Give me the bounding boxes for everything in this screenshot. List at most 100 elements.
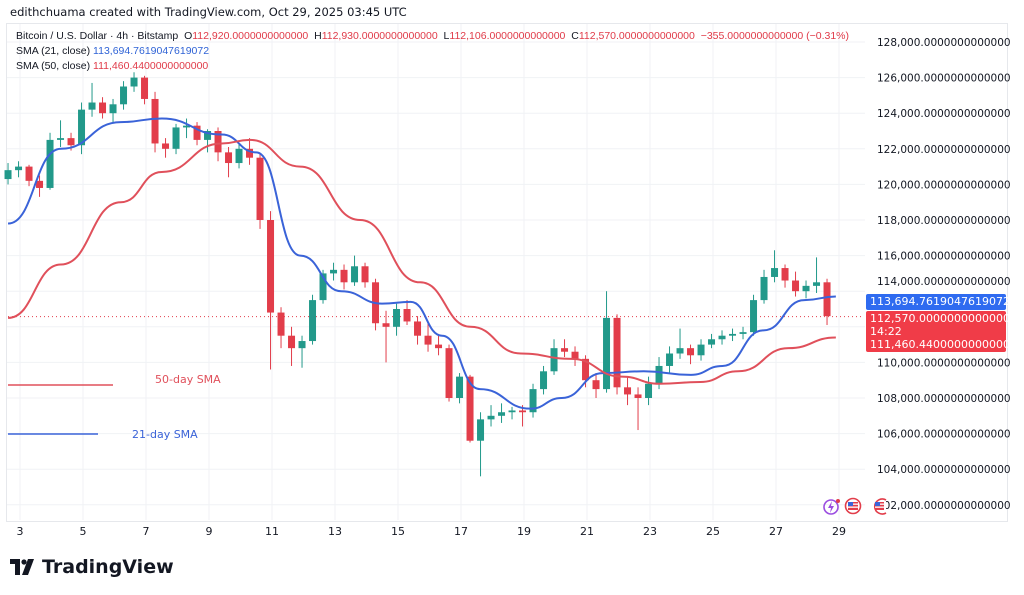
candle-body	[151, 98, 159, 144]
candle	[750, 294, 758, 336]
candle-body	[25, 166, 33, 181]
candle	[729, 328, 737, 342]
chart-credit: edithchuama created with TradingView.com…	[10, 5, 407, 19]
candle-body	[498, 412, 506, 416]
y-tick-label: 122,000.0000000000000	[877, 144, 1011, 156]
candle	[351, 255, 359, 286]
us-flag-event-icon[interactable]	[844, 497, 862, 515]
price-axis[interactable]: 128,000.0000000000000 126,000.00000000000…	[877, 37, 1011, 512]
candle	[813, 257, 821, 293]
candle	[613, 314, 621, 395]
candle-body	[351, 266, 359, 283]
candle-body	[88, 102, 96, 110]
candle-body	[760, 276, 768, 301]
candle-body	[382, 323, 390, 327]
x-tick-label: 15	[391, 525, 405, 538]
sma21-price-tag: 113,694.7619047619072	[866, 294, 1010, 310]
close-value: 112,570.0000000000000	[578, 30, 695, 42]
candle	[823, 278, 831, 326]
open-label: O	[184, 30, 193, 42]
candle	[120, 81, 128, 110]
candle-body	[634, 394, 642, 398]
x-tick-label: 5	[80, 525, 87, 538]
candle-body	[508, 410, 516, 413]
sma-annotations: 50-day SMA 21-day SMA	[8, 373, 221, 441]
sma50-price-tag: 111,460.4400000000000	[870, 338, 1010, 351]
close-label: C	[571, 30, 579, 42]
candle-body	[802, 285, 810, 292]
candle	[697, 339, 705, 361]
candle-body	[550, 348, 558, 372]
candle	[46, 132, 54, 190]
sma50-annotation: 50-day SMA	[155, 373, 221, 386]
candle	[256, 154, 264, 229]
candle-body	[214, 131, 222, 153]
candle	[529, 383, 537, 418]
candle-body	[109, 104, 117, 114]
candle	[708, 333, 716, 349]
tradingview-logo[interactable]: TradingView	[10, 556, 174, 578]
x-tick-label: 27	[769, 525, 783, 538]
sma50-line	[7, 138, 836, 385]
candle	[277, 307, 285, 349]
candle	[498, 403, 506, 423]
candle	[687, 344, 695, 365]
high-label: H	[314, 30, 322, 42]
candle	[666, 346, 674, 374]
symbol-title[interactable]: Bitcoin / U.S. Dollar · 4h · Bitstamp	[16, 30, 179, 42]
x-tick-label: 13	[328, 525, 342, 538]
tradingview-logo-icon	[10, 559, 34, 575]
candle	[4, 163, 12, 185]
last-price-tag: 112,570.0000000000000 14:22 111,460.4400…	[866, 311, 1010, 352]
candle-body	[571, 351, 579, 359]
candle	[99, 97, 107, 119]
y-tick-label: 106,000.0000000000000	[877, 429, 1011, 441]
time-axis[interactable]: 3 5 7 9 11 13 15 17 19 21 23 25 27 29	[17, 525, 847, 538]
candle	[508, 406, 516, 420]
lightning-events-icon[interactable]	[823, 499, 840, 515]
grid	[7, 24, 865, 520]
candle-body	[771, 268, 779, 277]
y-tick-label: 114,000.0000000000000	[877, 276, 1011, 288]
sma50-value: 111,460.4400000000000	[93, 60, 209, 72]
sma50-legend[interactable]: SMA (50, close) 111,460.4400000000000	[16, 60, 208, 72]
candle	[172, 123, 180, 155]
candle-body	[655, 365, 663, 384]
sma21-legend[interactable]: SMA (21, close) 113,694.7619047619072	[16, 45, 209, 57]
candle-body	[456, 376, 464, 398]
candle-body	[319, 273, 327, 301]
y-tick-label: 102,000.0000000000000	[877, 500, 1011, 512]
x-tick-label: 21	[580, 525, 594, 538]
candle-body	[235, 148, 243, 164]
candle-body	[204, 131, 212, 140]
low-value: 112,106.0000000000000	[449, 30, 566, 42]
candle	[487, 405, 495, 427]
candle-body	[309, 300, 317, 342]
candle	[393, 303, 401, 336]
candle-body	[624, 387, 632, 395]
candle-body	[739, 332, 747, 334]
candle	[645, 376, 653, 406]
candle-body	[267, 220, 275, 313]
candle-body	[162, 143, 170, 149]
candle	[760, 269, 768, 304]
candle	[15, 161, 23, 178]
sma-lines	[7, 117, 836, 410]
candle	[477, 412, 485, 477]
candle	[183, 118, 191, 139]
candle-body	[15, 166, 23, 171]
candle	[676, 328, 684, 359]
sma21-label: SMA (21, close)	[16, 45, 91, 57]
event-icons	[823, 497, 887, 515]
x-tick-label: 23	[643, 525, 657, 538]
change-value: −355.0000000000000 (−0.31%)	[700, 30, 850, 42]
candles	[4, 72, 831, 477]
candle	[414, 316, 422, 345]
candle-body	[750, 300, 758, 333]
candle-body	[435, 344, 443, 349]
us-flag-event-icon[interactable]	[873, 498, 887, 515]
candle	[603, 291, 611, 393]
candle	[802, 280, 810, 299]
candle-body	[729, 333, 737, 336]
